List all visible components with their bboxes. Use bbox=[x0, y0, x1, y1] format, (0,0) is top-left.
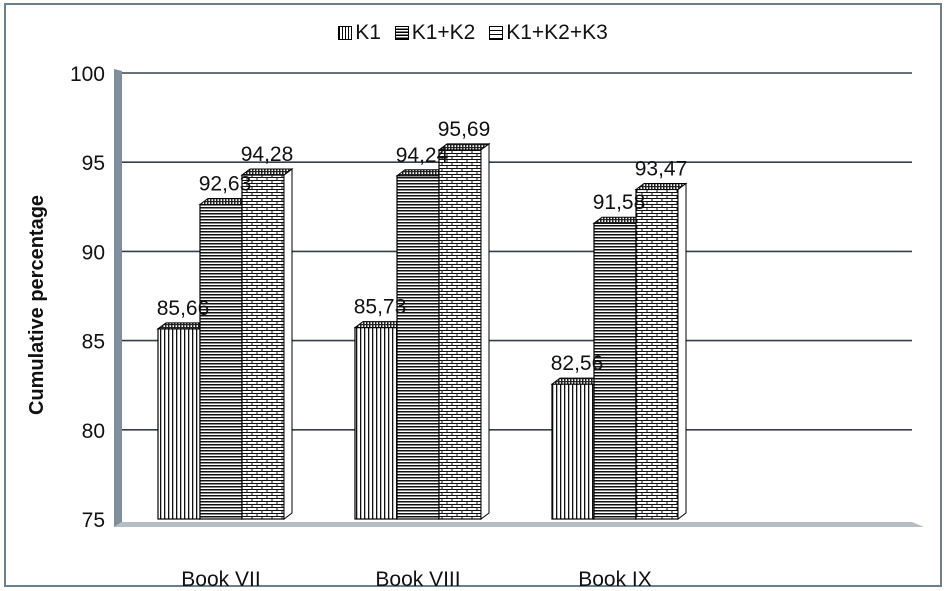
legend-item-k1-k2-k3: K1+K2+K3 bbox=[489, 21, 608, 45]
bars bbox=[156, 142, 688, 520]
floor bbox=[114, 522, 924, 527]
x-tick-labels: Book VII Book VIII Book IX bbox=[181, 568, 651, 591]
bar-book-vii-k1-k2-k3 bbox=[241, 174, 285, 520]
legend-swatch-k1-k2-k3 bbox=[489, 26, 504, 40]
bar-book-viii-k1 bbox=[354, 326, 398, 520]
legend-swatch-k1 bbox=[338, 26, 353, 40]
y-tick-label-95: 95 bbox=[82, 152, 105, 175]
axis-walls bbox=[114, 69, 924, 527]
legend: K1 K1+K2 K1+K2+K3 bbox=[6, 21, 940, 45]
x-tick-label-book-viii: Book VIII bbox=[375, 568, 460, 591]
data-label-book-viii-k1: 85,73 bbox=[354, 296, 407, 319]
bar-book-ix-k1 bbox=[551, 383, 595, 520]
y-tick-label-100: 100 bbox=[70, 63, 105, 86]
data-label-book-vii-k1: 85,66 bbox=[157, 297, 210, 320]
left-wall bbox=[114, 69, 122, 527]
legend-label-k1-k2-k3: K1+K2+K3 bbox=[506, 21, 608, 44]
data-label-book-vii-k1-k2: 92,63 bbox=[199, 172, 252, 195]
x-tick-label-book-vii: Book VII bbox=[181, 568, 260, 591]
data-label-book-ix-k1: 82,56 bbox=[551, 352, 604, 375]
y-tick-label-80: 80 bbox=[82, 420, 105, 443]
x-tick-label-book-ix: Book IX bbox=[578, 568, 652, 591]
legend-label-k1-k2: K1+K2 bbox=[411, 21, 476, 44]
data-label-book-viii-k1-k2-k3: 95,69 bbox=[438, 118, 491, 141]
y-axis-label: Cumulative percentage bbox=[26, 195, 48, 415]
legend-item-k1-k2: K1+K2 bbox=[394, 21, 476, 45]
bar-book-viii-k1-k2-k3 bbox=[438, 149, 482, 520]
bar-book-vii-k1-k2 bbox=[199, 203, 243, 520]
data-label-book-ix-k1-k2-k3: 93,47 bbox=[635, 157, 688, 180]
y-tick-labels: 75 80 85 90 95 100 bbox=[70, 63, 105, 532]
legend-item-k1: K1 bbox=[338, 21, 381, 45]
bar-book-vii-k1 bbox=[157, 328, 201, 520]
bar-book-viii-k1-k2 bbox=[396, 175, 440, 520]
bar-book-ix-k1-k2-k3 bbox=[635, 188, 679, 520]
data-label-book-ix-k1-k2: 91,58 bbox=[593, 191, 646, 214]
legend-swatch-k1-k2 bbox=[394, 26, 409, 40]
y-tick-label-90: 90 bbox=[82, 241, 105, 264]
y-tick-label-85: 85 bbox=[82, 331, 105, 354]
bar-book-viii-k1-k2-k3-side bbox=[480, 142, 490, 520]
data-labels: 85,66 92,63 94,28 85,73 94,24 95,69 82,56 91,58… bbox=[157, 118, 688, 375]
bar-book-vii-k1-k2-k3-side bbox=[283, 168, 293, 520]
legend-label-k1: K1 bbox=[355, 21, 381, 44]
data-label-book-vii-k1-k2-k3: 94,28 bbox=[241, 143, 294, 166]
y-tick-label-75: 75 bbox=[82, 509, 105, 532]
bar-book-ix-k1-k2-k3-side bbox=[677, 182, 687, 520]
bar-book-ix-k1-k2 bbox=[593, 222, 637, 520]
data-label-book-viii-k1-k2: 94,24 bbox=[396, 144, 449, 167]
